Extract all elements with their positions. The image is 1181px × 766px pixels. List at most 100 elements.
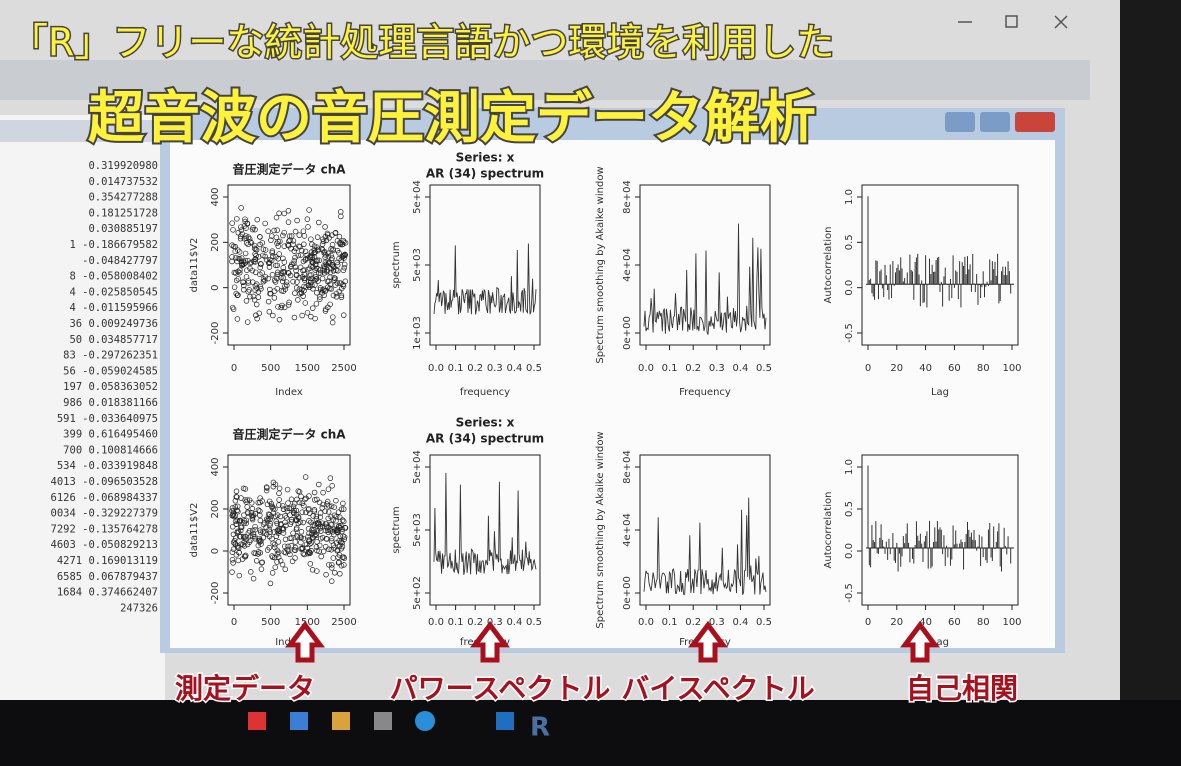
- arrows: [285, 620, 940, 663]
- decor-point: [241, 235, 248, 242]
- y-tick-label: 4e+04: [622, 513, 633, 547]
- taskbar-icon[interactable]: [248, 712, 266, 730]
- decor-point: [260, 278, 267, 285]
- y-tick-label: 0.5: [844, 501, 855, 517]
- decor-point: [245, 257, 251, 264]
- decor-point: [341, 555, 348, 561]
- decor-point: [280, 288, 287, 294]
- decor-point: [234, 292, 241, 299]
- decor-point: [309, 241, 315, 248]
- decor-point: [341, 255, 347, 261]
- decor-trace: [643, 497, 767, 595]
- minimize-button[interactable]: [945, 112, 975, 132]
- decor-point: [236, 249, 243, 255]
- plot-subtitle: AR (34) spectrum: [426, 167, 544, 181]
- decor-point: [308, 263, 314, 269]
- decor-point: [316, 548, 322, 555]
- decor-point: [306, 538, 312, 545]
- decor-point: [323, 571, 329, 578]
- decor-point: [236, 549, 242, 556]
- decor-point: [297, 519, 303, 525]
- x-tick-label: 0.0: [638, 617, 654, 628]
- decor-point: [234, 517, 241, 523]
- decor-point: [271, 295, 278, 301]
- decor-point: [288, 542, 294, 549]
- console-line: 0.014737532: [88, 176, 158, 188]
- y-tick-label: 0: [210, 548, 221, 554]
- decor-point: [240, 533, 247, 540]
- decor-point: [265, 228, 271, 234]
- decor-point: [241, 543, 248, 549]
- decor-point: [314, 520, 321, 526]
- close-button[interactable]: [1015, 112, 1055, 132]
- x-tick-label: 0.1: [662, 617, 678, 628]
- taskbar-icon[interactable]: [496, 712, 514, 730]
- decor-point: [275, 255, 281, 262]
- x-tick-label: 0.1: [448, 617, 464, 628]
- decor-point: [281, 259, 288, 265]
- restore-icon[interactable]: [1005, 15, 1018, 28]
- decor-point: [246, 539, 253, 545]
- overlay-subtitle: 超音波の音圧測定データ解析: [88, 86, 816, 151]
- decor-point: [333, 514, 340, 520]
- y-tick-label: 0e+00: [622, 316, 633, 350]
- taskbar-icon[interactable]: [415, 711, 435, 731]
- decor-point: [313, 276, 320, 282]
- decor-point: [276, 528, 282, 534]
- y-tick-label: -200: [210, 322, 221, 345]
- taskbar-icon[interactable]: [290, 712, 308, 730]
- decor-point: [270, 312, 276, 319]
- y-tick-label: 1.0: [844, 189, 855, 205]
- decor-point: [257, 264, 264, 271]
- decor-point: [257, 495, 263, 501]
- plot-title: 音圧測定データ chA: [232, 162, 346, 177]
- decor-point: [341, 562, 347, 568]
- console-line: 247326: [120, 602, 158, 614]
- decor-point: [339, 517, 346, 523]
- decor-point: [291, 248, 297, 254]
- y-tick-label: 5e+04: [412, 180, 423, 214]
- x-tick-label: 0.2: [685, 617, 701, 628]
- decor-point: [307, 550, 313, 556]
- console-line: 4 -0.025850545: [69, 286, 158, 298]
- decor-trace: [433, 472, 537, 575]
- decor-point: [310, 286, 316, 292]
- decor-point: [251, 297, 258, 303]
- decor-point: [276, 502, 282, 508]
- decor-point: [336, 543, 343, 549]
- taskbar-icon[interactable]: [374, 712, 392, 730]
- decor-point: [322, 259, 329, 266]
- close-icon[interactable]: [1054, 15, 1068, 29]
- decor-point: [293, 272, 300, 279]
- decor-point: [234, 316, 241, 322]
- decor-point: [252, 259, 258, 265]
- decor-trace: [433, 243, 537, 315]
- decor-point: [295, 515, 302, 521]
- decor-point: [306, 510, 313, 516]
- y-tick-label: -200: [210, 582, 221, 605]
- decor-point: [319, 275, 326, 282]
- decor-point: [327, 301, 333, 308]
- console-line: 6585 0.067879437: [57, 571, 158, 583]
- decor-point: [309, 527, 315, 533]
- decor-point: [286, 238, 292, 244]
- taskbar-icon[interactable]: [332, 712, 350, 730]
- decor-point: [299, 312, 305, 319]
- decor-point: [317, 514, 324, 520]
- decor-point: [239, 261, 245, 268]
- decor-point: [258, 286, 264, 292]
- decor-point: [235, 247, 241, 253]
- maximize-button[interactable]: [980, 112, 1010, 132]
- decor-point: [268, 513, 275, 520]
- decor-point: [303, 284, 309, 290]
- taskbar-app-label[interactable]: R: [530, 713, 550, 743]
- decor-point: [269, 272, 276, 278]
- decor-point: [308, 236, 314, 242]
- decor-point: [285, 548, 292, 555]
- y-tick-label: 400: [210, 457, 221, 476]
- y-tick-label: 5e+03: [412, 248, 423, 282]
- decor-point: [311, 507, 318, 513]
- decor-point: [265, 298, 272, 305]
- decor-point: [338, 562, 345, 569]
- decor-point: [278, 270, 285, 276]
